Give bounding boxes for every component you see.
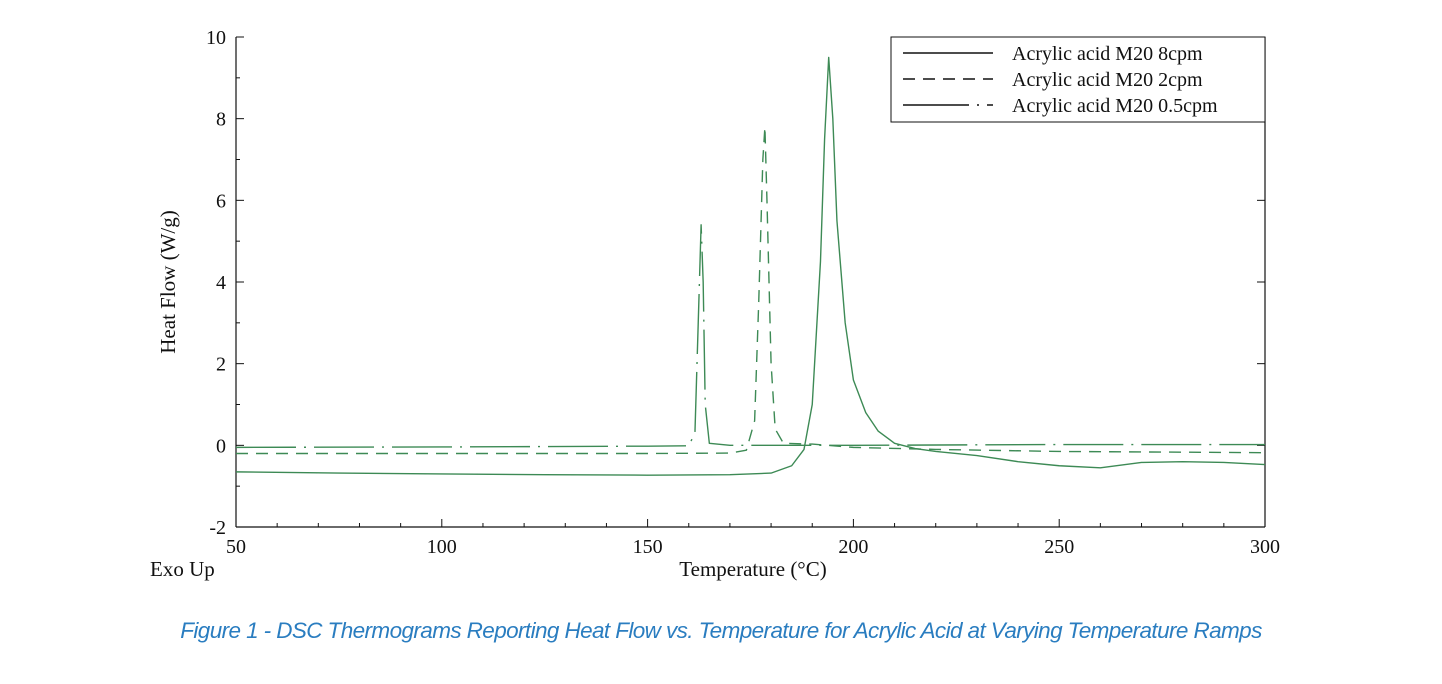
series-line-2 (235, 224, 1265, 449)
x-tick-label: 250 (1044, 536, 1074, 558)
legend-label-2cpm: Acrylic acid M20 2cpm (1012, 69, 1203, 91)
y-tick-label: 2 (216, 354, 226, 376)
series-line-0 (235, 56, 1266, 476)
x-axis-label: Temperature (°C) (679, 557, 826, 581)
y-tick-label: -2 (209, 517, 226, 539)
figure-caption: Figure 1 - DSC Thermograms Reporting Hea… (180, 618, 1262, 643)
x-tick-label: 200 (838, 536, 868, 558)
legend-label-8cpm: Acrylic acid M20 8cpm (1012, 43, 1203, 65)
y-tick-label: 0 (216, 435, 226, 457)
x-axis: 50 100 150 200 250 300 (226, 519, 1280, 558)
series-lines (235, 56, 1266, 476)
exo-up-label: Exo Up (150, 557, 215, 581)
legend: Acrylic acid M20 8cpm Acrylic acid M20 2… (890, 36, 1266, 123)
x-tick-label: 300 (1250, 536, 1280, 558)
y-axis: -2 0 2 4 6 8 10 (206, 27, 1265, 539)
y-tick-label: 8 (216, 109, 226, 131)
legend-label-0.5cpm: Acrylic acid M20 0.5cpm (1012, 95, 1218, 117)
x-tick-label: 150 (633, 536, 663, 558)
y-axis-label: Heat Flow (W/g) (156, 210, 180, 353)
x-tick-label: 100 (427, 536, 457, 558)
y-tick-label: 4 (216, 272, 226, 294)
y-tick-label: 10 (206, 27, 226, 49)
y-tick-label: 6 (216, 190, 226, 212)
x-tick-label: 50 (226, 536, 246, 558)
series-line-1 (236, 126, 1266, 455)
